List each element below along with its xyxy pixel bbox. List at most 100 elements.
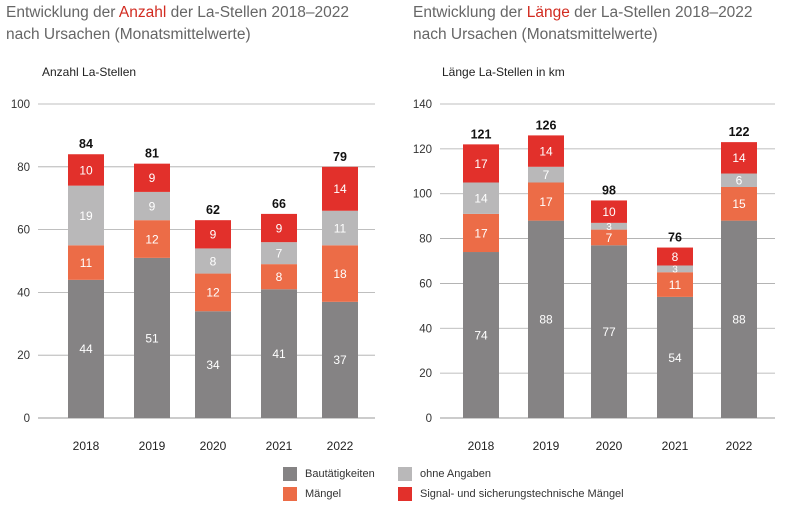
bar-segment-bautaetigkeiten xyxy=(261,289,297,418)
data-label: 88 xyxy=(732,313,746,327)
y-tick-label: 40 xyxy=(17,287,30,299)
bar-segment-ohne-angaben xyxy=(261,242,297,265)
x-tick-label: 2018 xyxy=(468,439,495,453)
y-tick-label: 120 xyxy=(413,144,432,156)
legend-label: Mängel xyxy=(305,488,342,500)
title-suffix: der La-Stellen 2018–2022 xyxy=(166,4,349,21)
title-prefix: Entwicklung der xyxy=(6,4,119,21)
y-tick-label: 80 xyxy=(419,234,432,246)
bar-segment-bautaetigkeiten xyxy=(657,296,693,418)
legend-swatch xyxy=(398,467,412,481)
data-label: 11 xyxy=(80,256,93,270)
bar-segment-signal xyxy=(591,200,627,223)
title-highlight: Länge xyxy=(526,4,570,21)
bar-segment-maengel xyxy=(528,182,564,221)
data-label: 11 xyxy=(669,278,682,292)
legend-item-bautaetigkeiten: Bautätigkeiten xyxy=(283,467,375,481)
bar-segment-ohne-angaben xyxy=(657,265,693,273)
data-label: 8 xyxy=(672,250,679,264)
bar-segment-ohne-angaben xyxy=(591,222,627,230)
data-label: 9 xyxy=(276,221,283,235)
title-suffix: der La-Stellen 2018–2022 xyxy=(569,4,753,21)
total-label: 126 xyxy=(536,118,557,132)
data-label: 44 xyxy=(79,342,93,356)
bar-segment-maengel xyxy=(134,220,170,258)
y-axis-label: Anzahl La-Stellen xyxy=(42,65,136,79)
legend-swatch xyxy=(398,487,412,501)
title-line2: nach Ursachen (Monatsmittelwerte) xyxy=(6,26,251,43)
bar-segment-bautaetigkeiten xyxy=(195,311,231,418)
total-label: 84 xyxy=(79,137,93,151)
legend-label: Bautätigkeiten xyxy=(305,468,375,480)
y-tick-label: 140 xyxy=(413,99,432,111)
legend-item-ohne-angaben: ohne Angaben xyxy=(398,467,491,481)
legend-item-maengel: Mängel xyxy=(283,487,341,501)
data-label: 12 xyxy=(206,286,220,300)
x-tick-label: 2020 xyxy=(200,439,227,453)
bar-segment-ohne-angaben xyxy=(68,185,104,246)
data-label: 8 xyxy=(276,270,283,284)
data-label: 37 xyxy=(333,353,347,367)
bar-segment-signal xyxy=(463,144,499,183)
data-label: 14 xyxy=(474,192,488,206)
bar-segment-ohne-angaben xyxy=(721,173,757,187)
bar-segment-maengel xyxy=(261,264,297,290)
bar-segment-ohne-angaben xyxy=(134,191,170,221)
data-label: 19 xyxy=(79,209,93,223)
y-tick-label: 20 xyxy=(419,368,432,380)
bar-segment-maengel xyxy=(463,213,499,253)
bar-segment-maengel xyxy=(68,245,104,280)
x-tick-label: 2021 xyxy=(266,439,293,453)
data-label: 12 xyxy=(145,232,159,246)
y-tick-label: 0 xyxy=(426,413,432,425)
x-tick-label: 2020 xyxy=(596,439,623,453)
chart-title-length: Entwicklung der Länge der La-Stellen 201… xyxy=(413,2,793,46)
bar-segment-signal xyxy=(657,247,693,266)
total-label: 76 xyxy=(668,231,682,245)
bar-segment-maengel xyxy=(657,272,693,297)
total-label: 81 xyxy=(145,147,159,161)
bar-segment-ohne-angaben xyxy=(528,166,564,183)
x-tick-label: 2019 xyxy=(533,439,560,453)
bar-segment-signal xyxy=(528,135,564,167)
data-label: 51 xyxy=(145,331,159,345)
data-label: 7 xyxy=(276,246,283,260)
data-label: 17 xyxy=(474,226,488,240)
total-label: 66 xyxy=(272,197,286,211)
data-label: 74 xyxy=(474,328,488,342)
data-label: 17 xyxy=(539,195,553,209)
chart-count: Anzahl La-Stellen 0 20 40 60 80 100 44 11 19 10 84 2… xyxy=(11,65,375,453)
data-label: 9 xyxy=(149,171,156,185)
data-label: 10 xyxy=(602,205,616,219)
x-tick-label: 2022 xyxy=(327,439,354,453)
data-label: 6 xyxy=(736,174,743,188)
data-label: 14 xyxy=(539,144,553,158)
data-label: 15 xyxy=(732,197,746,211)
bar-segment-ohne-angaben xyxy=(195,248,231,274)
data-label: 17 xyxy=(474,157,488,171)
bar-segment-signal xyxy=(195,220,231,249)
x-tick-label: 2019 xyxy=(139,439,166,453)
y-axis-label: Länge La-Stellen in km xyxy=(442,65,565,79)
bar-segment-bautaetigkeiten xyxy=(463,252,499,418)
title-line2: nach Ursachen (Monatsmittelwerte) xyxy=(413,26,658,43)
data-label: 3 xyxy=(672,264,678,275)
bar-segment-signal xyxy=(134,163,170,192)
data-label: 18 xyxy=(333,267,347,281)
title-prefix: Entwicklung der xyxy=(413,4,527,21)
bar-segment-bautaetigkeiten xyxy=(134,257,170,418)
bar-segment-ohne-angaben xyxy=(322,210,358,246)
x-tick-label: 2022 xyxy=(726,439,753,453)
data-label: 7 xyxy=(543,168,550,182)
title-highlight: Anzahl xyxy=(118,4,167,21)
y-tick-label: 60 xyxy=(17,225,30,237)
data-label: 7 xyxy=(606,231,613,245)
data-label: 54 xyxy=(668,351,682,365)
data-label: 34 xyxy=(206,358,220,372)
data-label: 88 xyxy=(539,313,553,327)
data-label: 3 xyxy=(606,222,612,233)
data-label: 11 xyxy=(334,221,347,235)
bar-segment-maengel xyxy=(322,245,358,302)
data-label: 14 xyxy=(333,182,347,196)
bar-segment-signal xyxy=(322,166,358,211)
